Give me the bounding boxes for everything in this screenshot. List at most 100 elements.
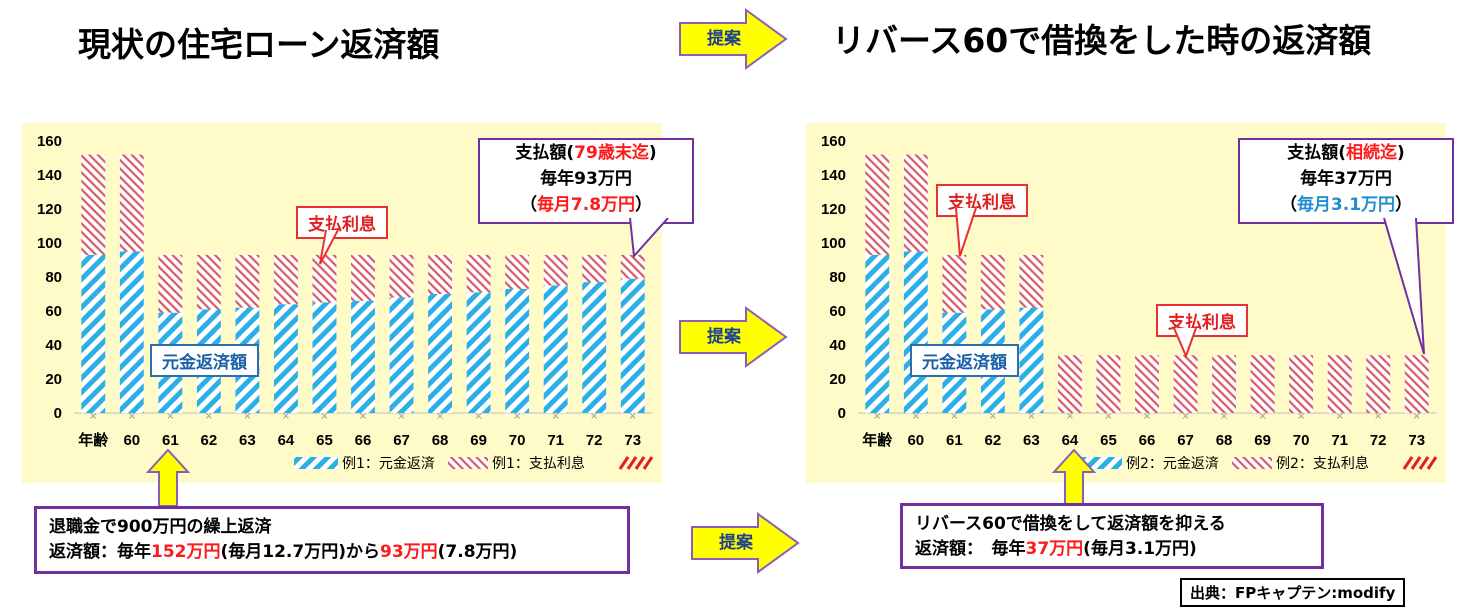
- x-tick-label: 63: [1023, 432, 1040, 449]
- x-tick-mark: ×: [166, 411, 174, 422]
- x-tick-mark: ×: [128, 411, 136, 422]
- x-tick-mark: ×: [1258, 411, 1266, 422]
- bar-principal: [505, 288, 530, 413]
- x-tick-label: 67: [1177, 432, 1194, 449]
- x-tick-mark: ×: [513, 411, 521, 422]
- bar-principal: [273, 304, 298, 413]
- bar-interest: [1057, 355, 1082, 413]
- right-arrow-icon: [679, 306, 788, 368]
- callout-line2: 毎年37万円: [1300, 169, 1392, 189]
- callout-line1-prefix: 支払額(: [515, 143, 575, 163]
- right-arrow-icon: [679, 8, 788, 70]
- interest-label-bottom: 支払利息: [1156, 304, 1248, 337]
- x-tick-label: 64: [278, 432, 295, 449]
- x-tick-label: 61: [162, 432, 179, 449]
- bar-interest: [119, 154, 144, 252]
- right-note: リバース60で借換をして返済額を抑える 返済額： 毎年37万円(毎月3.1万円): [900, 503, 1324, 569]
- y-tick-label: 120: [821, 201, 846, 218]
- bar-interest: [273, 254, 298, 305]
- x-tick-label: 72: [586, 432, 603, 449]
- bar-interest: [505, 254, 530, 289]
- right-payment-callout: 支払額(相続迄) 毎年37万円 （毎月3.1万円）: [1238, 138, 1454, 224]
- note-line1: リバース60で借換をして返済額を抑える: [915, 514, 1226, 534]
- bar-interest: [980, 254, 1005, 310]
- bar-principal: [1019, 307, 1044, 413]
- callout-line1-red: 79歳末迄: [574, 143, 649, 163]
- bar-interest: [1366, 355, 1391, 413]
- note-red-value: 37万円: [1025, 539, 1084, 559]
- callout-line3-suffix: ）: [1395, 195, 1413, 215]
- y-tick-label: 120: [37, 201, 62, 218]
- x-tick-label: 67: [393, 432, 410, 449]
- x-tick-label: 60: [907, 432, 924, 449]
- interest-pointer-icon: [319, 229, 339, 265]
- x-tick-mark: ×: [1220, 411, 1228, 422]
- x-tick-label: 66: [355, 432, 372, 449]
- bar-principal: [119, 251, 144, 413]
- bar-interest: [865, 154, 890, 255]
- left-payment-callout: 支払額(79歳末迄) 毎年93万円 （毎月7.8万円）: [478, 138, 694, 224]
- x-tick-mark: ×: [1374, 411, 1382, 422]
- proposal-arrow-bottom: 提案: [690, 512, 800, 574]
- interest-pointer-icon: [1173, 327, 1197, 359]
- x-tick-mark: ×: [474, 411, 482, 422]
- x-tick-label: 73: [624, 432, 641, 449]
- bar-interest: [1135, 355, 1159, 413]
- x-tick-mark: ×: [1027, 411, 1035, 422]
- bar-interest: [1404, 355, 1429, 413]
- bar-interest: [466, 254, 491, 293]
- proposal-label: 提案: [719, 533, 753, 553]
- bar-interest: [312, 254, 337, 303]
- legend-swatch-extra: [618, 456, 654, 470]
- x-tick-mark: ×: [205, 411, 213, 422]
- note-text: (毎月3.1万円): [1083, 539, 1197, 559]
- legend-label-interest: 例1：支払利息: [492, 455, 585, 472]
- x-tick-label: 65: [1100, 432, 1117, 449]
- y-tick-label: 0: [838, 405, 846, 422]
- bar-interest: [620, 254, 645, 279]
- y-tick-label: 80: [829, 269, 846, 286]
- x-tick-label: 60: [123, 432, 140, 449]
- bar-principal: [389, 297, 414, 413]
- y-tick-label: 20: [829, 371, 846, 388]
- x-tick-mark: ×: [243, 411, 251, 422]
- y-tick-label: 40: [829, 337, 846, 354]
- bar-interest: [389, 254, 414, 298]
- callout-line1-red: 相続迄: [1346, 143, 1397, 163]
- interest-label-top: 支払利息: [936, 184, 1028, 217]
- bar-interest: [351, 254, 375, 301]
- x-tick-mark: ×: [359, 411, 367, 422]
- principal-label: 元金返済額: [150, 344, 259, 377]
- x-tick-mark: ×: [989, 411, 997, 422]
- bar-principal: [428, 294, 453, 413]
- right-arrow-icon: [691, 512, 800, 574]
- up-arrow-icon: [1052, 448, 1096, 507]
- x-tick-mark: ×: [1297, 411, 1305, 422]
- note-text: 返済額： 毎年: [915, 539, 1026, 559]
- y-tick-label: 100: [821, 235, 846, 252]
- bar-principal: [81, 254, 106, 413]
- proposal-arrow-top: 提案: [678, 8, 788, 70]
- bar-principal: [865, 254, 890, 413]
- bar-interest: [81, 154, 106, 255]
- x-tick-mark: ×: [89, 411, 97, 422]
- bar-interest: [942, 254, 967, 313]
- x-tick-mark: ×: [1066, 411, 1074, 422]
- bar-interest: [1096, 355, 1121, 413]
- legend-swatch-interest: [448, 457, 488, 469]
- callout-line3-red: 毎月7.8万円: [536, 195, 636, 215]
- note-line1: 退職金で900万円の繰上返済: [49, 517, 272, 537]
- x-tick-label: 64: [1062, 432, 1079, 449]
- bar-interest: [582, 254, 607, 283]
- x-tick-mark: ×: [590, 411, 598, 422]
- x-tick-mark: ×: [629, 411, 637, 422]
- bar-interest: [158, 254, 183, 313]
- x-tick-label: 62: [985, 432, 1002, 449]
- legend-swatch-principal: [294, 457, 338, 469]
- left-note: 退職金で900万円の繰上返済 返済額：毎年152万円(毎月12.7万円)から93…: [34, 506, 630, 574]
- x-tick-label: 71: [547, 432, 564, 449]
- bar-interest: [1289, 355, 1314, 413]
- x-tick-label: 73: [1408, 432, 1425, 449]
- bar-principal: [543, 285, 568, 413]
- note-red-value: 152万円: [151, 542, 221, 562]
